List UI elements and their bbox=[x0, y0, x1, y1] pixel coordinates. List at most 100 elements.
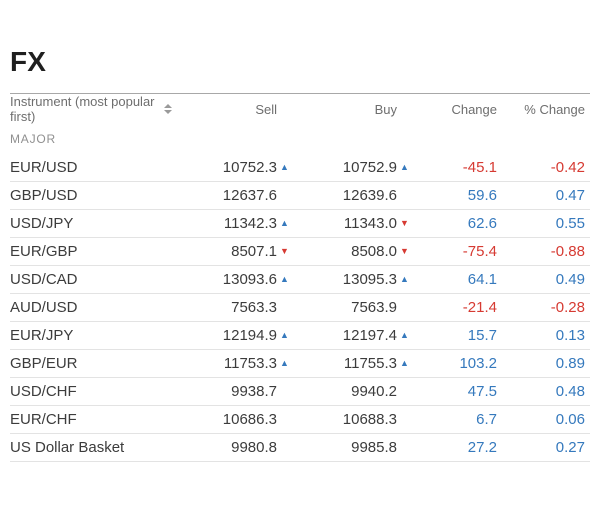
change-cell: 27.2 bbox=[467, 439, 497, 456]
instrument-cell: GBP/USD bbox=[10, 187, 172, 204]
buy-price: 12639.6 bbox=[342, 187, 397, 204]
instrument-cell: USD/JPY bbox=[10, 215, 172, 232]
change-cell: -45.1 bbox=[462, 159, 497, 176]
instrument-cell: EUR/USD bbox=[10, 159, 172, 176]
pct-change-cell: 0.89 bbox=[555, 355, 585, 372]
instrument-name: EUR/CHF bbox=[10, 411, 77, 428]
pct-change-cell: -0.28 bbox=[550, 299, 585, 316]
table-header-row: Instrument (most popular first) Sell Buy… bbox=[10, 94, 590, 124]
sell-price: 13093.6 bbox=[222, 271, 277, 288]
table-row[interactable]: US Dollar Basket 9980.8 9985.8 27.2 0.27 bbox=[10, 434, 590, 462]
instrument-name: USD/JPY bbox=[10, 215, 74, 232]
sell-price-cell[interactable]: 10686.3 bbox=[172, 411, 292, 428]
change-cell: 103.2 bbox=[459, 355, 497, 372]
sell-price-cell[interactable]: 11753.3 ▲ bbox=[172, 355, 292, 372]
buy-direction-icon: ▲ bbox=[400, 162, 409, 172]
buy-price-cell[interactable]: 10688.3 bbox=[292, 411, 412, 428]
sell-price: 10752.3 bbox=[222, 159, 277, 176]
sell-price: 12637.6 bbox=[222, 187, 277, 204]
buy-direction-icon: ▲ bbox=[400, 330, 409, 340]
buy-price-cell[interactable]: 9940.2 bbox=[292, 383, 412, 400]
buy-direction-icon: ▲ bbox=[400, 358, 409, 368]
buy-price: 11755.3 bbox=[343, 355, 397, 372]
buy-price: 10688.3 bbox=[342, 411, 397, 428]
table-row[interactable]: EUR/JPY 12194.9 ▲ 12197.4 ▲ 15.7 0.13 bbox=[10, 322, 590, 350]
sell-direction-icon: ▲ bbox=[280, 218, 289, 228]
sell-price-cell[interactable]: 9980.8 bbox=[172, 439, 292, 456]
buy-price: 12197.4 bbox=[342, 327, 397, 344]
buy-price-cell[interactable]: 12197.4 ▲ bbox=[292, 327, 412, 344]
buy-price: 9940.2 bbox=[351, 383, 397, 400]
instrument-cell: USD/CAD bbox=[10, 271, 172, 288]
change-cell: 15.7 bbox=[467, 327, 497, 344]
buy-price-cell[interactable]: 12639.6 bbox=[292, 187, 412, 204]
sell-price-cell[interactable]: 11342.3 ▲ bbox=[172, 215, 292, 232]
change-cell: 64.1 bbox=[467, 271, 497, 288]
section-label: MAJOR bbox=[10, 132, 56, 146]
instrument-cell: USD/CHF bbox=[10, 383, 172, 400]
sell-price: 9938.7 bbox=[231, 383, 277, 400]
instrument-name: EUR/USD bbox=[10, 159, 78, 176]
change-cell: 59.6 bbox=[467, 187, 497, 204]
buy-price-cell[interactable]: 7563.9 bbox=[292, 299, 412, 316]
column-header-change: Change bbox=[451, 101, 497, 117]
instrument-name: AUD/USD bbox=[10, 299, 78, 316]
sort-down-triangle-icon bbox=[164, 110, 172, 114]
instrument-cell: EUR/JPY bbox=[10, 327, 172, 344]
sell-price-cell[interactable]: 9938.7 bbox=[172, 383, 292, 400]
sell-price-cell[interactable]: 12194.9 ▲ bbox=[172, 327, 292, 344]
buy-direction-icon: ▲ bbox=[400, 274, 409, 284]
page-title: FX bbox=[10, 46, 47, 77]
table-row[interactable]: GBP/USD 12637.6 12639.6 59.6 0.47 bbox=[10, 182, 590, 210]
sell-price-cell[interactable]: 7563.3 bbox=[172, 299, 292, 316]
sell-price-cell[interactable]: 10752.3 ▲ bbox=[172, 159, 292, 176]
sort-icon[interactable] bbox=[164, 104, 172, 114]
instrument-cell: GBP/EUR bbox=[10, 355, 172, 372]
table-row[interactable]: USD/CAD 13093.6 ▲ 13095.3 ▲ 64.1 0.49 bbox=[10, 266, 590, 294]
buy-price-cell[interactable]: 8508.0 ▼ bbox=[292, 243, 412, 260]
table-body: EUR/USD 10752.3 ▲ 10752.9 ▲ -45.1 -0.42 … bbox=[10, 154, 590, 462]
sell-price: 11342.3 bbox=[223, 215, 277, 232]
buy-price-cell[interactable]: 11343.0 ▼ bbox=[292, 215, 412, 232]
section-header-major: MAJOR bbox=[10, 124, 590, 154]
pct-change-cell: 0.13 bbox=[555, 327, 585, 344]
instrument-name: EUR/GBP bbox=[10, 243, 78, 260]
column-header-buy: Buy bbox=[374, 101, 397, 117]
pct-change-cell: -0.88 bbox=[550, 243, 585, 260]
table-row[interactable]: USD/CHF 9938.7 9940.2 47.5 0.48 bbox=[10, 378, 590, 406]
column-header-pct-change: % Change bbox=[524, 101, 585, 117]
pct-change-cell: 0.49 bbox=[555, 271, 585, 288]
table-row[interactable]: EUR/CHF 10686.3 10688.3 6.7 0.06 bbox=[10, 406, 590, 434]
instrument-name: GBP/EUR bbox=[10, 355, 78, 372]
sell-price-cell[interactable]: 8507.1 ▼ bbox=[172, 243, 292, 260]
column-header-instrument-label: Instrument (most popular first) bbox=[10, 94, 155, 124]
table-row[interactable]: USD/JPY 11342.3 ▲ 11343.0 ▼ 62.6 0.55 bbox=[10, 210, 590, 238]
sell-direction-icon: ▼ bbox=[280, 246, 289, 256]
buy-price: 8508.0 bbox=[351, 243, 397, 260]
buy-price-cell[interactable]: 9985.8 bbox=[292, 439, 412, 456]
table-row[interactable]: EUR/GBP 8507.1 ▼ 8508.0 ▼ -75.4 -0.88 bbox=[10, 238, 590, 266]
pct-change-cell: 0.47 bbox=[555, 187, 585, 204]
column-header-instrument[interactable]: Instrument (most popular first) bbox=[10, 94, 172, 124]
change-cell: -21.4 bbox=[462, 299, 497, 316]
buy-price-cell[interactable]: 11755.3 ▲ bbox=[292, 355, 412, 372]
instrument-name: USD/CAD bbox=[10, 271, 78, 288]
sell-price: 9980.8 bbox=[231, 439, 277, 456]
buy-price: 13095.3 bbox=[342, 271, 397, 288]
table-row[interactable]: AUD/USD 7563.3 7563.9 -21.4 -0.28 bbox=[10, 294, 590, 322]
instrument-cell: AUD/USD bbox=[10, 299, 172, 316]
pct-change-cell: 0.27 bbox=[555, 439, 585, 456]
sell-price-cell[interactable]: 12637.6 bbox=[172, 187, 292, 204]
buy-price-cell[interactable]: 10752.9 ▲ bbox=[292, 159, 412, 176]
buy-price: 7563.9 bbox=[351, 299, 397, 316]
sell-price: 7563.3 bbox=[231, 299, 277, 316]
instrument-name: GBP/USD bbox=[10, 187, 78, 204]
buy-direction-icon: ▼ bbox=[400, 218, 409, 228]
buy-price-cell[interactable]: 13095.3 ▲ bbox=[292, 271, 412, 288]
sell-direction-icon: ▲ bbox=[280, 162, 289, 172]
table-row[interactable]: EUR/USD 10752.3 ▲ 10752.9 ▲ -45.1 -0.42 bbox=[10, 154, 590, 182]
buy-price: 10752.9 bbox=[342, 159, 397, 176]
table-row[interactable]: GBP/EUR 11753.3 ▲ 11755.3 ▲ 103.2 0.89 bbox=[10, 350, 590, 378]
instrument-cell: EUR/GBP bbox=[10, 243, 172, 260]
sell-price-cell[interactable]: 13093.6 ▲ bbox=[172, 271, 292, 288]
